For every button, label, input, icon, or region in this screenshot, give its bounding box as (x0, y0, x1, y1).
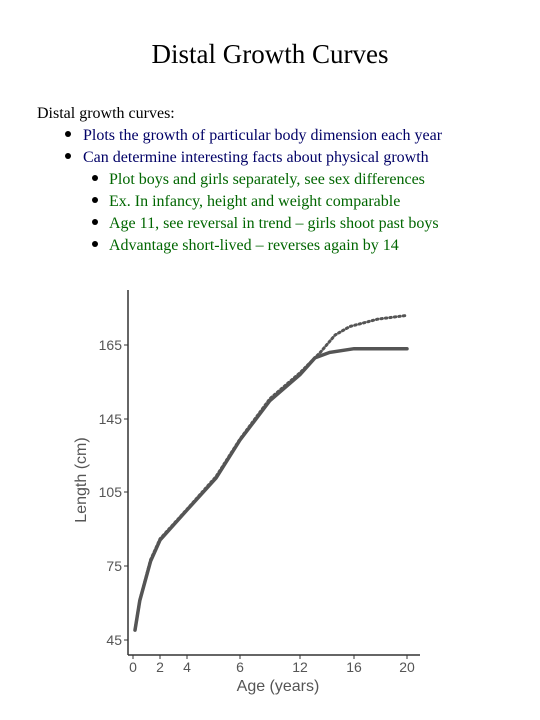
x-axis-title: Age (years) (237, 678, 320, 695)
sub-bullet: Plot boys and girls separately, see sex … (109, 171, 425, 188)
growth-curve (133, 313, 409, 632)
x-tick-label: 16 (346, 659, 362, 675)
bullet-dot (92, 175, 98, 181)
bullet-dot (65, 131, 71, 137)
y-tick-label: 105 (99, 484, 123, 500)
intro: Distal growth curves: (37, 105, 175, 122)
x-tick-label: 4 (183, 659, 191, 675)
sub-bullet: Advantage short-lived – reverses again b… (109, 237, 399, 254)
sub-bullet: Age 11, see reversal in trend – girls sh… (109, 215, 439, 232)
bullet-dot (92, 219, 98, 225)
x-tick-label: 12 (292, 659, 308, 675)
y-axis-title: Length (cm) (73, 437, 90, 522)
y-tick-label: 145 (99, 411, 123, 427)
bullet: Plots the growth of particular body dime… (83, 127, 443, 144)
y-tick-label: 165 (99, 337, 123, 353)
growth-curve (133, 346, 409, 632)
bullet-dot (92, 197, 98, 203)
y-tick-label: 45 (106, 632, 122, 648)
x-tick-label: 20 (399, 659, 415, 675)
bullet-dot (65, 153, 71, 159)
sub-bullet: Ex. In infancy, height and weight compar… (109, 193, 400, 210)
x-tick-label: 2 (156, 659, 164, 675)
x-tick-label: 6 (236, 659, 244, 675)
bullet: Can determine interesting facts about ph… (83, 149, 429, 166)
bullet-dot (92, 241, 98, 247)
slide-title: Distal Growth Curves (152, 39, 389, 69)
x-tick-label: 0 (129, 659, 137, 675)
chart: 45 75 105 145 165 0 2 4 6 12 16 20 Age (years) Length… (73, 290, 420, 695)
y-tick-label: 75 (106, 558, 122, 574)
